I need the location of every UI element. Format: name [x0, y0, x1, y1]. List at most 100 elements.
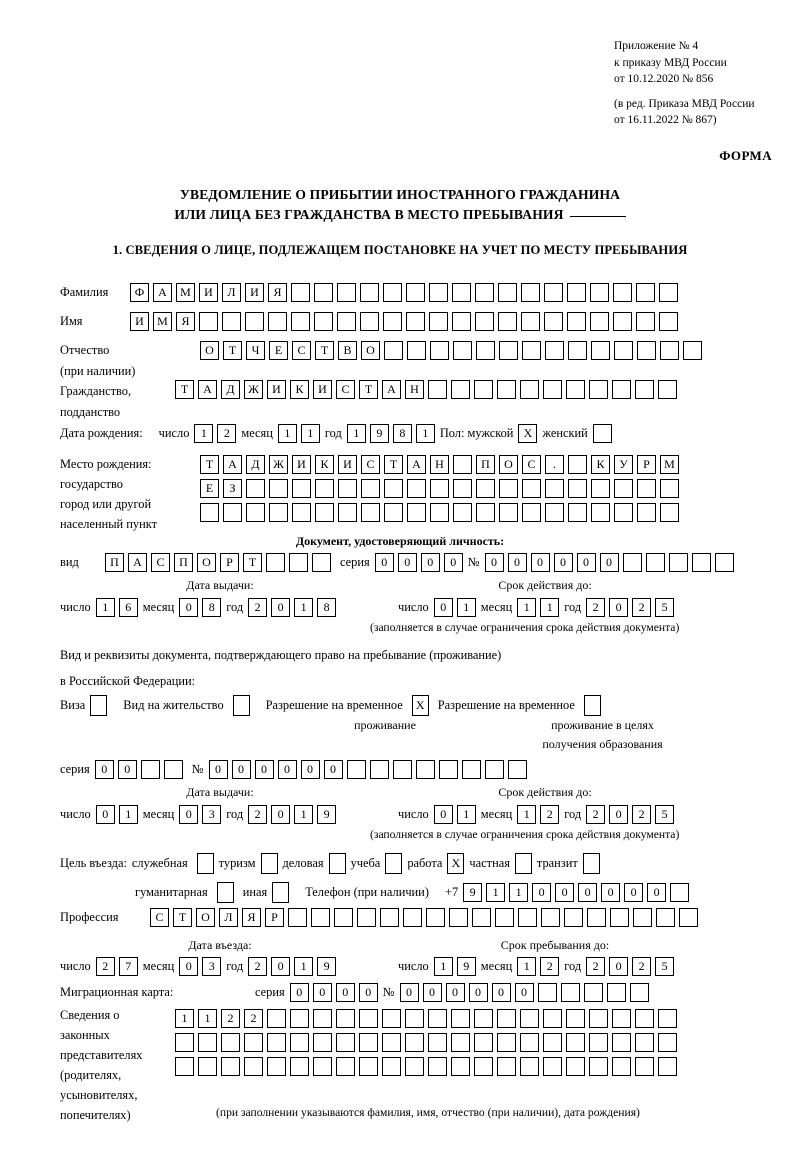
char-cell[interactable]: 2: [586, 805, 606, 824]
char-cell[interactable]: [660, 341, 679, 360]
char-cell[interactable]: 0: [624, 883, 644, 902]
char-cell[interactable]: [520, 1009, 539, 1028]
char-cell[interactable]: [452, 312, 471, 331]
char-cell[interactable]: 0: [300, 760, 320, 779]
char-cell[interactable]: [223, 503, 242, 522]
char-cell[interactable]: [645, 553, 665, 572]
char-cell[interactable]: [267, 1009, 286, 1028]
char-cell[interactable]: [267, 1033, 286, 1052]
char-cell[interactable]: [361, 503, 380, 522]
char-cell[interactable]: [612, 380, 631, 399]
char-cell[interactable]: [518, 908, 537, 927]
char-cell[interactable]: [428, 1009, 447, 1028]
char-cell[interactable]: 1: [300, 424, 320, 443]
char-cell[interactable]: [337, 312, 356, 331]
char-cell[interactable]: [590, 312, 609, 331]
char-cell[interactable]: О: [196, 908, 215, 927]
char-cell[interactable]: [589, 1009, 608, 1028]
char-cell[interactable]: А: [128, 553, 147, 572]
char-cell[interactable]: [175, 1057, 194, 1076]
char-cell[interactable]: С: [336, 380, 355, 399]
char-cell[interactable]: 0: [507, 553, 527, 572]
char-cell[interactable]: [520, 1033, 539, 1052]
char-cell[interactable]: [568, 479, 587, 498]
char-cell[interactable]: 0: [95, 805, 115, 824]
char-cell[interactable]: [438, 760, 458, 779]
purpose-checkbox-6[interactable]: [582, 853, 600, 874]
char-cell[interactable]: 9: [317, 957, 337, 976]
char-cell[interactable]: [656, 908, 675, 927]
char-cell[interactable]: [268, 312, 287, 331]
char-cell[interactable]: [336, 1009, 355, 1028]
char-cell[interactable]: [451, 1009, 470, 1028]
char-cell[interactable]: [244, 1057, 263, 1076]
char-cell[interactable]: 0: [277, 760, 297, 779]
char-cell[interactable]: 0: [312, 983, 332, 1002]
char-cell[interactable]: 0: [231, 760, 251, 779]
char-cell[interactable]: [384, 341, 403, 360]
char-cell[interactable]: [415, 760, 435, 779]
char-cell[interactable]: [269, 503, 288, 522]
char-cell[interactable]: Е: [269, 341, 288, 360]
char-cell[interactable]: [522, 479, 541, 498]
char-cell[interactable]: [291, 283, 310, 302]
char-cell[interactable]: 1: [294, 598, 314, 617]
char-cell[interactable]: 2: [217, 424, 237, 443]
char-cell[interactable]: [614, 341, 633, 360]
char-cell[interactable]: К: [591, 455, 610, 474]
char-cell[interactable]: [520, 380, 539, 399]
char-cell[interactable]: 0: [397, 553, 417, 572]
char-cell[interactable]: [543, 380, 562, 399]
char-cell[interactable]: [292, 479, 311, 498]
char-cell[interactable]: 2: [540, 957, 560, 976]
char-cell[interactable]: [290, 1057, 309, 1076]
char-cell[interactable]: [636, 283, 655, 302]
char-cell[interactable]: [313, 1057, 332, 1076]
char-cell[interactable]: [451, 380, 470, 399]
birthplace-input-3[interactable]: [200, 503, 679, 522]
char-cell[interactable]: [453, 479, 472, 498]
char-cell[interactable]: [314, 283, 333, 302]
char-cell[interactable]: [499, 341, 518, 360]
char-cell[interactable]: [384, 479, 403, 498]
char-cell[interactable]: [499, 479, 518, 498]
char-cell[interactable]: [522, 503, 541, 522]
char-cell[interactable]: Н: [405, 380, 424, 399]
char-cell[interactable]: 2: [248, 805, 268, 824]
char-cell[interactable]: [476, 503, 495, 522]
char-cell[interactable]: [428, 1057, 447, 1076]
char-cell[interactable]: 0: [271, 598, 291, 617]
char-cell[interactable]: 1: [198, 1009, 217, 1028]
char-cell[interactable]: [521, 283, 540, 302]
char-cell[interactable]: Т: [223, 341, 242, 360]
sex-female-checkbox[interactable]: [592, 424, 612, 443]
char-cell[interactable]: [199, 312, 218, 331]
char-cell[interactable]: А: [407, 455, 426, 474]
char-cell[interactable]: [635, 380, 654, 399]
char-cell[interactable]: 8: [202, 598, 222, 617]
char-cell[interactable]: 1: [517, 598, 537, 617]
char-cell[interactable]: [635, 1033, 654, 1052]
char-cell[interactable]: [544, 312, 563, 331]
char-cell[interactable]: [591, 341, 610, 360]
residence-permit-checkbox[interactable]: [232, 695, 250, 716]
char-cell[interactable]: П: [476, 455, 495, 474]
char-cell[interactable]: [474, 1009, 493, 1028]
char-cell[interactable]: З: [223, 479, 242, 498]
char-cell[interactable]: [591, 503, 610, 522]
char-cell[interactable]: [407, 341, 426, 360]
char-cell[interactable]: [407, 503, 426, 522]
char-cell[interactable]: 2: [248, 598, 268, 617]
char-cell[interactable]: [429, 283, 448, 302]
char-cell[interactable]: Д: [246, 455, 265, 474]
purpose-checkbox-4[interactable]: X: [447, 853, 465, 874]
purpose-checkbox2-0[interactable]: [216, 882, 234, 903]
char-cell[interactable]: [452, 283, 471, 302]
